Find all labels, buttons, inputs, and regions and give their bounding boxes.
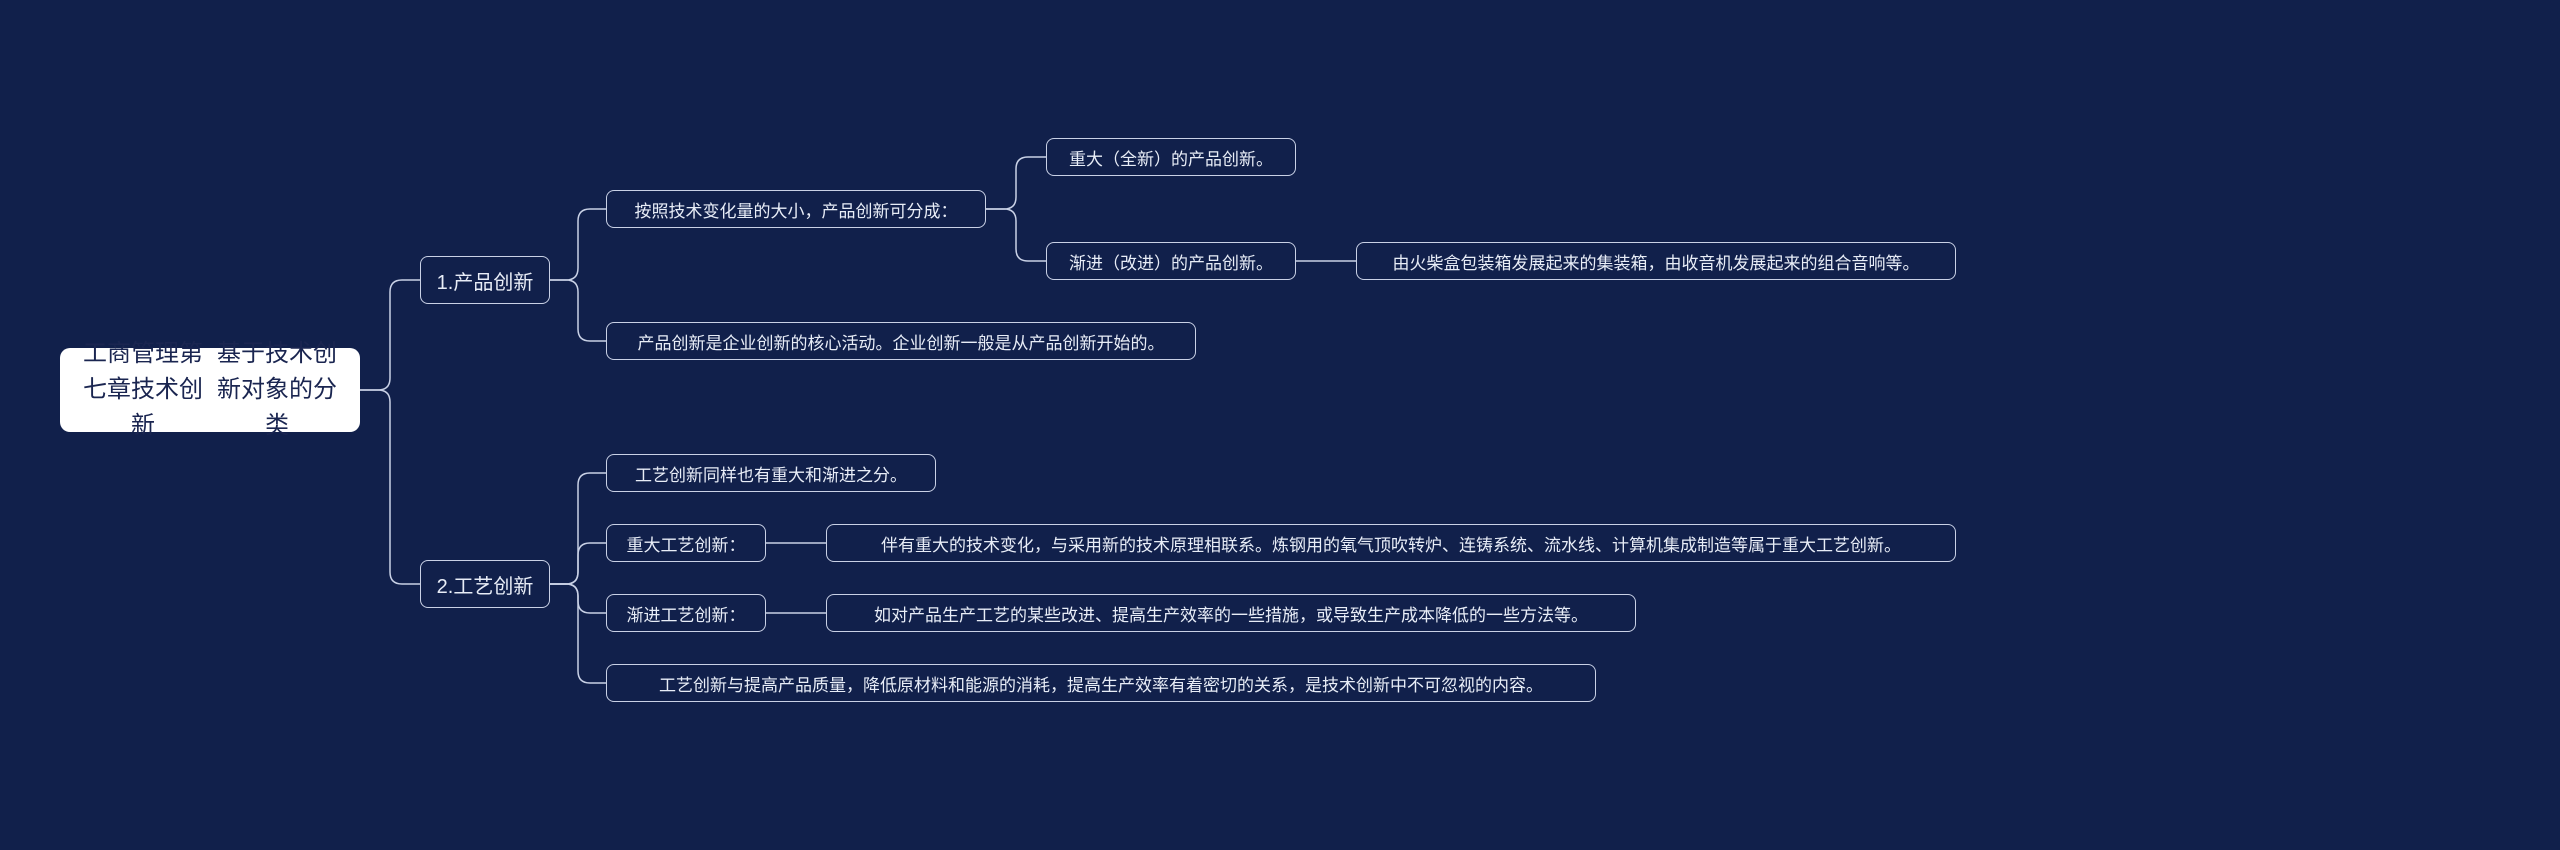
- node-text-line: 重大（全新）的产品创新。: [1069, 145, 1273, 170]
- node-text-line: 产品创新是企业创新的核心活动。企业创新一般是从产品创新开始的。: [638, 329, 1165, 354]
- node-text-line: 工艺创新与提高产品质量，降低原材料和能源的消耗，提高生产效率有着密切的关系，是技…: [659, 671, 1543, 696]
- connector: [550, 543, 606, 584]
- node-text-line: 如对产品生产工艺的某些改进、提高生产效率的一些措施，或导致生产成本降低的一些方法…: [874, 601, 1588, 626]
- mindmap-node-n1a1: 重大（全新）的产品创新。: [1046, 138, 1296, 176]
- mindmap-node-n1a2a: 由火柴盒包装箱发展起来的集装箱，由收音机发展起来的组合音响等。: [1356, 242, 1956, 280]
- connector: [550, 473, 606, 584]
- mindmap-node-n2d: 工艺创新与提高产品质量，降低原材料和能源的消耗，提高生产效率有着密切的关系，是技…: [606, 664, 1596, 702]
- mindmap-node-n2a: 工艺创新同样也有重大和渐进之分。: [606, 454, 936, 492]
- mindmap-node-n1b: 产品创新是企业创新的核心活动。企业创新一般是从产品创新开始的。: [606, 322, 1196, 360]
- connector: [550, 280, 606, 341]
- mindmap-node-n2b1: 伴有重大的技术变化，与采用新的技术原理相联系。炼钢用的氧气顶吹转炉、连铸系统、流…: [826, 524, 1956, 562]
- connector-layer: [0, 0, 2560, 850]
- node-text-line: 基于技术创新对象的分类: [210, 336, 344, 444]
- mindmap-node-n1: 1.产品创新: [420, 256, 550, 304]
- node-text-line: 按照技术变化量的大小，产品创新可分成：: [635, 197, 958, 222]
- connector: [550, 209, 606, 280]
- node-text-line: 由火柴盒包装箱发展起来的集装箱，由收音机发展起来的组合音响等。: [1393, 249, 1920, 274]
- mindmap-node-root: 工商管理第七章技术创新基于技术创新对象的分类: [60, 348, 360, 432]
- mindmap-node-n1a: 按照技术变化量的大小，产品创新可分成：: [606, 190, 986, 228]
- mindmap-node-n1a2: 渐进（改进）的产品创新。: [1046, 242, 1296, 280]
- node-text-line: 渐进（改进）的产品创新。: [1069, 249, 1273, 274]
- node-text-line: 渐进工艺创新：: [627, 601, 746, 626]
- connector: [550, 584, 606, 613]
- node-text-line: 工商管理第七章技术创新: [76, 336, 210, 444]
- node-text-line: 1.产品创新: [437, 266, 534, 295]
- mindmap-node-n2c1: 如对产品生产工艺的某些改进、提高生产效率的一些措施，或导致生产成本降低的一些方法…: [826, 594, 1636, 632]
- node-text-line: 2.工艺创新: [437, 570, 534, 599]
- node-text-line: 工艺创新同样也有重大和渐进之分。: [635, 461, 907, 486]
- node-text-line: 伴有重大的技术变化，与采用新的技术原理相联系。炼钢用的氧气顶吹转炉、连铸系统、流…: [881, 531, 1901, 556]
- node-text-line: 重大工艺创新：: [627, 531, 746, 556]
- connector: [360, 390, 420, 584]
- connector: [986, 209, 1046, 261]
- connector: [360, 280, 420, 390]
- connector: [550, 584, 606, 683]
- mindmap-node-n2c: 渐进工艺创新：: [606, 594, 766, 632]
- mindmap-node-n2: 2.工艺创新: [420, 560, 550, 608]
- mindmap-node-n2b: 重大工艺创新：: [606, 524, 766, 562]
- connector: [986, 157, 1046, 209]
